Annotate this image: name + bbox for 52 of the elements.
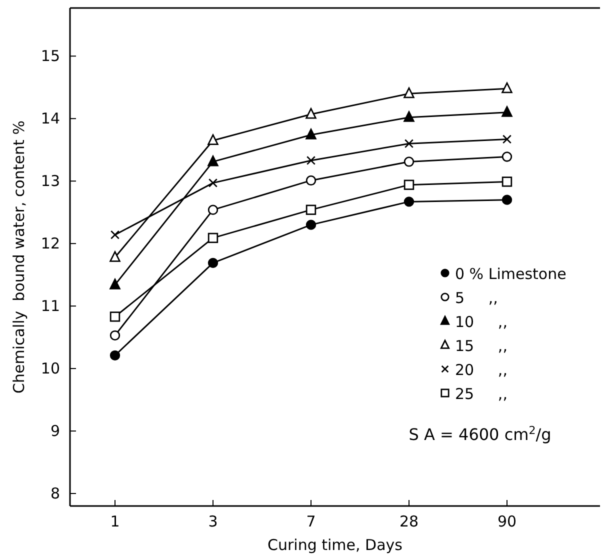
point [306,156,316,166]
x-tick-label: 1 [110,512,120,531]
point [208,178,218,188]
y-tick-label: 8 [50,484,60,502]
legend-label: 5 ,, [455,289,498,307]
point [208,204,218,215]
legend-label: 20 ,, [455,361,508,379]
y-tick-label: 15 [40,46,60,65]
y-tick-label: 10 [40,359,60,378]
point [110,230,120,240]
point [110,312,120,322]
point [502,194,512,205]
y-tick-label: 14 [40,109,60,128]
point [306,204,316,215]
y-axis-title: Chemically bound water, content % [10,120,28,394]
legend-label: 15 ,, [455,337,508,355]
point [306,220,316,230]
point [404,87,414,98]
y-tick-label: 12 [40,234,60,252]
point [306,108,316,119]
point [110,278,120,290]
x-tick-label: 28 [399,512,419,531]
point [404,111,414,122]
point [110,350,120,361]
point [404,156,414,167]
point [208,258,218,268]
legend-label: 25 ,, [455,385,508,403]
x-tick-label: 7 [306,512,316,531]
point [306,175,316,186]
x-tick-label: 3 [208,512,218,531]
point [502,82,512,94]
y-tick-label: 13 [40,172,60,190]
legend-label: 10 ,, [455,313,508,331]
y-tick-label: 11 [40,296,60,315]
point [208,232,218,244]
point [208,156,218,166]
point [404,139,414,148]
point [502,152,512,162]
point [208,134,218,146]
point [110,251,120,262]
y-tick-label: 9 [50,422,60,440]
point [502,134,512,144]
annotation: S A = 4600 cm$^{2}$/g [408,424,552,444]
point [110,330,120,341]
point [404,180,414,190]
legend-label: 0 % Limestone [455,265,566,283]
x-tick-label: 90 [497,512,517,531]
point [502,176,512,187]
point [502,106,512,117]
point [306,128,316,140]
x-axis-title: Curing time, Days [268,536,403,554]
point [404,196,414,207]
